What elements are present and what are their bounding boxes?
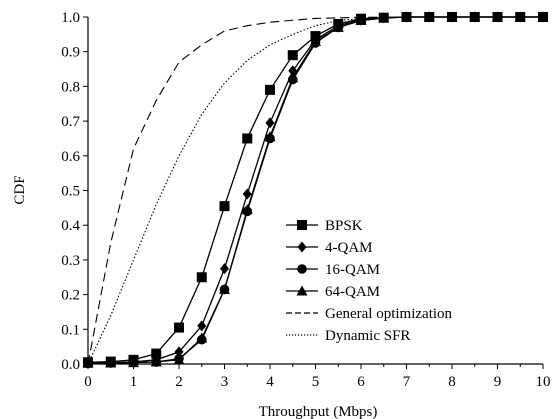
data-point-square [297,220,307,230]
legend-label: 4-QAM [325,240,373,256]
x-tick-label: 3 [221,374,229,390]
x-tick-label: 9 [494,374,502,390]
series-line [87,16,543,363]
legend-label: General optimization [325,306,453,322]
series-general-optimization [87,16,543,365]
data-point-triangle [446,11,458,22]
data-point-triangle [332,21,344,32]
data-point-square [265,84,275,95]
series-line [87,16,543,365]
data-point-diamond [297,241,307,253]
data-point-triangle [310,35,321,46]
x-tick-label: 1 [130,374,138,390]
data-point-square [151,348,162,359]
y-axis-title: CDF [12,175,28,204]
data-point-diamond [197,320,207,332]
data-point-diamond [242,188,252,200]
data-point-square [287,50,298,61]
x-tick-label: 0 [84,374,92,390]
legend-label: BPSK [325,218,363,234]
legend-item: 4-QAM [286,240,373,256]
y-tick-label: 0.2 [61,288,80,304]
legend-label: 64-QAM [325,284,380,300]
x-tick-label: 5 [312,374,320,390]
x-tick-label: 7 [403,374,411,390]
y-tick-label: 0.8 [61,79,80,95]
data-point-triangle [150,356,162,367]
data-point-square [219,201,230,212]
series-line [87,16,543,364]
legend-item: General optimization [286,306,453,322]
legend: BPSK 4-QAM 16-QAM 64-QAM General optimizatio… [286,218,453,344]
series-4-qam [83,11,548,369]
series-line [87,16,543,364]
legend-item: 64-QAM [286,284,380,300]
series-64-qam [82,11,549,368]
y-tick-label: 0.1 [61,322,80,338]
y-tick-label: 0.7 [61,114,80,130]
y-tick-label: 1.0 [61,10,80,26]
x-tick-label: 2 [175,374,183,390]
data-point-triangle [173,354,185,365]
data-point-triangle [196,332,208,343]
legend-item: BPSK [286,218,363,234]
x-tick-label: 10 [536,374,551,390]
data-point-triangle [219,283,230,294]
y-tick-label: 0.9 [61,45,80,61]
legend-item: Dynamic SFR [286,328,410,344]
data-point-circle [297,264,307,274]
data-point-triangle [355,14,367,25]
data-point-triangle [128,357,139,368]
x-tick-label: 6 [357,374,365,390]
y-tick-label: 0.4 [61,218,80,234]
series-dynamic-sfr [87,16,543,365]
y-tick-label: 0.5 [61,184,80,200]
data-point-square [174,322,184,333]
data-point-diamond [220,263,229,275]
data-point-square [196,272,207,283]
data-point-triangle [105,357,117,368]
series-bpsk [83,12,548,368]
data-point-diamond [265,117,275,129]
data-point-triangle [401,11,412,22]
data-point-triangle [241,204,253,215]
legend-item: 16-QAM [286,262,380,278]
legend-label: Dynamic SFR [325,328,410,344]
data-point-triangle [264,131,276,142]
legend-label: 16-QAM [325,262,380,278]
x-axis-title: Throughput (Mbps) [259,404,378,419]
x-tick-label: 4 [266,374,274,390]
data-point-triangle [287,72,299,83]
series-line [87,16,543,364]
x-tick-label: 8 [448,374,456,390]
series-layer [82,11,549,369]
y-tick-label: 0.0 [61,357,80,373]
y-tick-label: 0.3 [61,253,80,269]
data-point-square [242,133,253,144]
y-tick-label: 0.6 [61,149,80,165]
data-point-triangle [296,285,308,296]
series-line [87,16,543,365]
axes: 0 1 2 3 4 5 6 7 8 9 10 0.0 0.1 0.2 0.3 0.4 0.5 0.6 0.7 0.8 0… [61,10,550,390]
series-16-qam [83,12,548,369]
